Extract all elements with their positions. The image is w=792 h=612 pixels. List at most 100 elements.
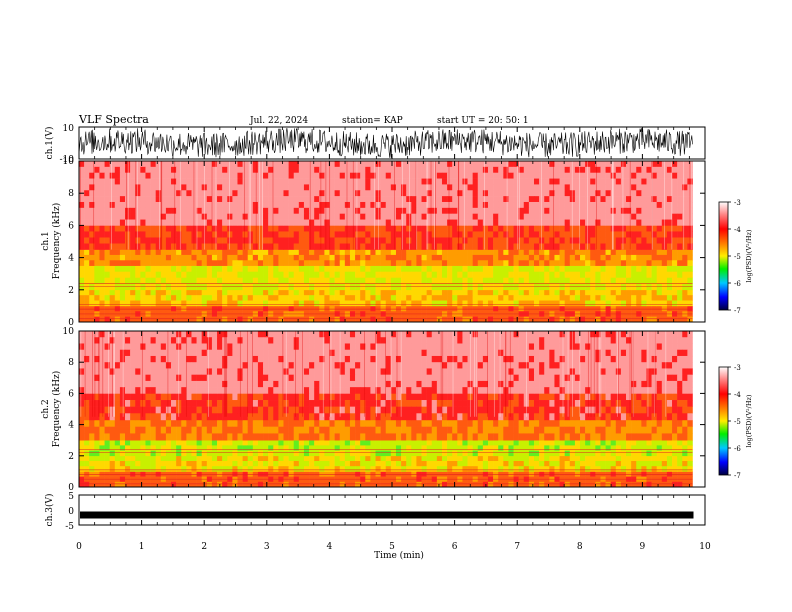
ch2-spectrogram-cell (646, 419, 652, 427)
ch1-spectrogram-cell (539, 316, 545, 323)
ch2-spectrogram-cell (513, 461, 519, 467)
ch1-spectrogram-cell (477, 260, 484, 266)
ch2-spectrogram-cell (339, 455, 346, 462)
ch1-spectrogram-cell (477, 161, 484, 168)
ch1-spectrogram-cell (493, 295, 499, 301)
ch1-spectrogram-cell (672, 196, 678, 203)
ch1-spectrogram-cell (462, 225, 468, 232)
ch1-spectrogram-cell (682, 316, 688, 323)
ch1-spectrogram-cell (620, 300, 627, 307)
ch1-spectrogram-cell (119, 243, 126, 250)
ch2-spectrogram-cell (447, 461, 453, 467)
ch1-spectrogram-cell (150, 271, 156, 279)
ch1-spectrogram-cell (626, 219, 632, 226)
ch1-spectrogram-cell (411, 260, 417, 266)
ch2-spectrogram-cell (196, 393, 202, 401)
ch2-spectrogram-cell (211, 426, 218, 434)
ch1-spectrogram-cell (482, 196, 489, 203)
ch1-spectrogram-cell (605, 237, 611, 244)
ch1-spectrogram-cell (528, 196, 535, 203)
ch1-spectrogram-cell (401, 213, 407, 220)
ch1-spectrogram-cell (89, 260, 95, 266)
ch1-spectrogram-cell (196, 178, 202, 185)
ch2-spectrogram-cell (155, 455, 162, 462)
ch1-spectrogram-cell (309, 225, 315, 232)
ch1-spectrogram-cell (273, 184, 279, 191)
ch1-spectrogram-cell (130, 289, 136, 296)
ch1-spectrogram-cell (314, 300, 320, 307)
ch1-spectrogram-cell (263, 237, 269, 244)
ch1-spectrogram-cell (232, 277, 238, 285)
ch2-spectrogram-cell (631, 445, 637, 451)
ch2-spectrogram-cell (252, 440, 259, 446)
ch1-spectrogram-cell (278, 243, 284, 250)
ch1-spectrogram-cell (293, 237, 300, 244)
ch1-spectrogram-cell (94, 316, 100, 323)
ch2-spectrogram-cell (293, 433, 300, 441)
ch2-spectrogram-cell (477, 455, 484, 462)
ch1-spectrogram-cell (314, 254, 320, 261)
ch1-spectrogram-cell (293, 243, 300, 250)
ch1-spectrogram-cell (109, 219, 116, 226)
ch1-spectrogram-cell (380, 265, 387, 272)
ch1-spectrogram-cell (355, 166, 361, 173)
ch1-spectrogram-cell (646, 184, 652, 191)
ch2-spectrogram-cell (508, 466, 514, 472)
ch1-spectrogram-cell (528, 254, 535, 261)
ch2-spectrogram-cell (263, 471, 269, 477)
ch2-spectrogram-cell (508, 461, 514, 467)
ch2-spectrogram-cell (518, 450, 525, 457)
ch1-spectrogram-cell (564, 161, 571, 168)
ch2-spectrogram-cell (462, 393, 468, 401)
ch1-spectrogram-cell (293, 249, 300, 256)
ch1-spectrogram-cell (564, 166, 571, 173)
ch1-spectrogram-cell (125, 213, 131, 220)
ch2-spectrogram-cell (349, 393, 356, 401)
ch1-spectrogram-cell (191, 254, 197, 261)
ch2-spectrogram-cell (130, 445, 136, 451)
ch1-spectrogram-cell (406, 213, 412, 220)
ch1-spectrogram-cell (360, 305, 366, 312)
ch1-spectrogram-cell (477, 295, 484, 301)
ch1-spectrogram-cell (600, 295, 606, 301)
ch2-spectrogram-cell (401, 481, 407, 488)
ch1-spectrogram-cell (421, 166, 427, 173)
ch2-spectrogram-cell (554, 440, 560, 446)
ch1-spectrogram-cell (155, 190, 162, 197)
ch1-spectrogram-cell (89, 289, 95, 296)
ch1-spectrogram-cell (257, 178, 264, 185)
ch2-spectrogram-cell (411, 440, 417, 446)
ch1-spectrogram-cell (477, 184, 484, 191)
ch1-spectrogram-cell (222, 219, 228, 226)
ch1-spectrogram-cell (165, 243, 172, 250)
ch1-spectrogram-cell (574, 184, 581, 191)
ch1-spectrogram-cell (263, 207, 269, 214)
ch1-spectrogram-cell (554, 271, 560, 279)
ch1-spectrogram-cell (99, 219, 105, 226)
ch2-spectrogram-cell (605, 471, 611, 477)
ch1-spectrogram-cell (467, 231, 473, 238)
ch1-spectrogram-cell (626, 277, 632, 285)
ch1-spectrogram-cell (309, 295, 315, 301)
ch2-spectrogram-cell (646, 433, 652, 441)
ch2-spectrogram-cell (447, 393, 453, 401)
ch1-spectrogram-cell (416, 289, 422, 296)
ch2-spectrogram-cell (523, 461, 530, 467)
ch1-spectrogram-cell (401, 225, 407, 232)
ch1-spectrogram-cell (155, 166, 162, 173)
ch2-spectrogram-cell (201, 426, 208, 434)
ch1-spectrogram-cell (119, 231, 126, 238)
ch1-spectrogram-cell (626, 184, 632, 191)
ch1-spectrogram-cell (513, 271, 519, 279)
ch2-spectrogram-cell (370, 426, 376, 434)
ch1-spectrogram-cell (523, 277, 530, 285)
ch1-spectrogram-cell (406, 166, 412, 173)
ch1-spectrogram-cell (687, 295, 693, 301)
ch1-spectrogram-cell (447, 207, 453, 214)
ch2-spectrogram-cell (610, 433, 617, 441)
ch1-spectrogram-cell (411, 196, 417, 203)
ch1-spectrogram-cell (252, 190, 259, 197)
ch1-spectrogram-cell (477, 243, 484, 250)
ch1-spectrogram-cell (309, 184, 315, 191)
ch1-spectrogram-cell (257, 300, 264, 307)
